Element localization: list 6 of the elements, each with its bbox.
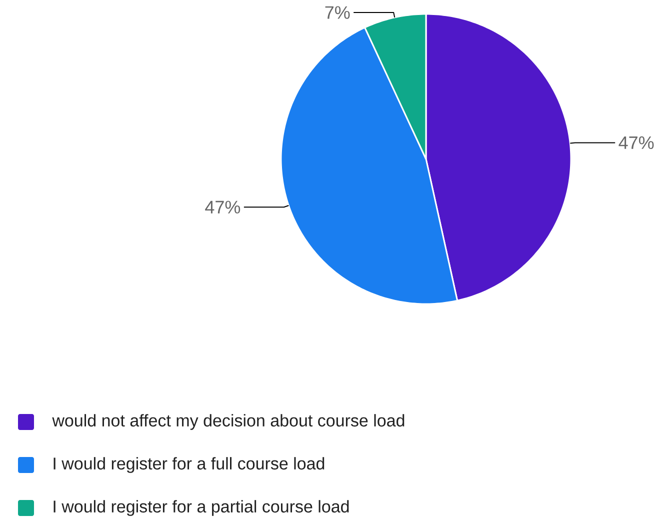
legend-label: I would register for a partial course load <box>54 500 349 516</box>
legend-label: I would register for a full course load <box>54 457 324 473</box>
legend-label: would not affect my decision about course load <box>52 414 404 430</box>
data-label: 47% <box>205 200 240 214</box>
data-label: 7% <box>325 6 350 19</box>
data-label: 47% <box>618 136 654 149</box>
